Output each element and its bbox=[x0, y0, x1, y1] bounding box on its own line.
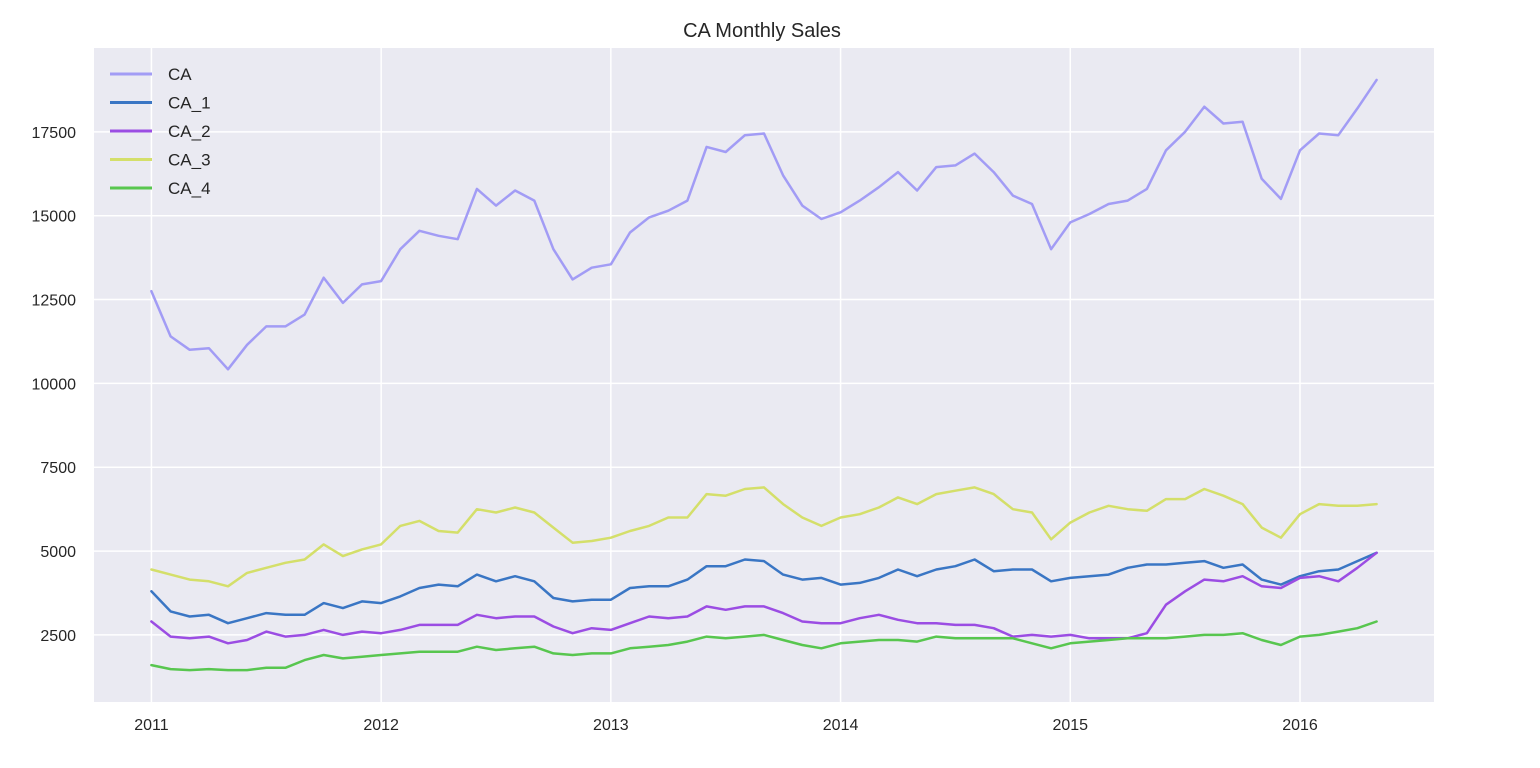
series-line-ca-3 bbox=[150, 486, 1378, 588]
series-line-ca-1 bbox=[150, 551, 1378, 625]
y-tick-label: 12500 bbox=[32, 293, 77, 310]
legend-label: CA_2 bbox=[168, 122, 211, 141]
series-line-ca bbox=[150, 78, 1378, 371]
x-tick-label: 2016 bbox=[1282, 717, 1318, 734]
x-tick-label: 2013 bbox=[593, 717, 629, 734]
legend-label: CA_1 bbox=[168, 94, 211, 113]
x-tick-label: 2014 bbox=[823, 717, 859, 734]
legend-label: CA_3 bbox=[168, 151, 211, 170]
y-tick-label: 7500 bbox=[40, 460, 76, 477]
series-lines bbox=[150, 78, 1378, 672]
legend-label: CA_4 bbox=[168, 179, 211, 198]
y-tick-label: 5000 bbox=[40, 544, 76, 561]
legend: CA CA_1 CA_2 CA_3 CA_4 bbox=[110, 65, 211, 198]
x-tick-label: 2011 bbox=[134, 717, 169, 734]
x-axis-ticks: 2011 2012 2013 2014 2015 2016 bbox=[134, 717, 1318, 734]
y-tick-label: 2500 bbox=[40, 628, 76, 645]
y-tick-label: 17500 bbox=[32, 125, 77, 142]
legend-label: CA bbox=[168, 65, 192, 84]
y-tick-label: 10000 bbox=[32, 376, 77, 393]
grid-lines bbox=[94, 48, 1434, 702]
y-tick-label: 15000 bbox=[32, 209, 77, 226]
series-line-ca-2 bbox=[150, 551, 1378, 645]
y-axis-ticks: 2500 5000 7500 10000 12500 15000 17500 bbox=[32, 125, 77, 645]
x-tick-label: 2015 bbox=[1052, 717, 1088, 734]
series-line-ca-4 bbox=[150, 620, 1378, 672]
plot-area bbox=[94, 48, 1434, 702]
x-tick-label: 2012 bbox=[363, 717, 399, 734]
chart-title: CA Monthly Sales bbox=[683, 20, 841, 42]
